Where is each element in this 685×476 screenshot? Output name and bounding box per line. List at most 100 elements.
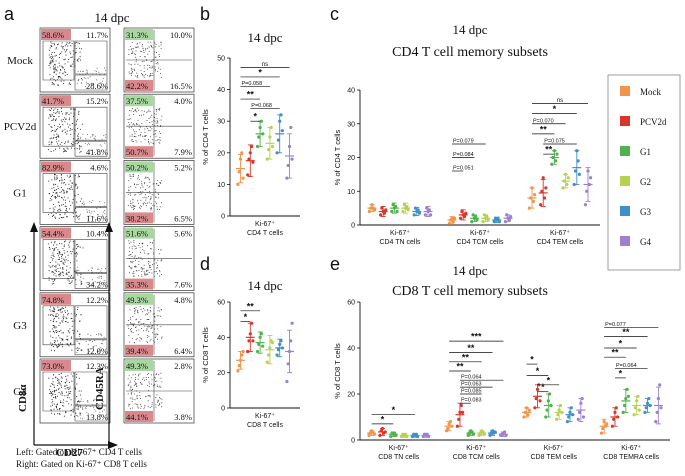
event-dot — [104, 67, 105, 69]
event-dot — [62, 268, 64, 270]
event-dot — [79, 335, 81, 337]
event-dot — [131, 323, 133, 325]
data-point — [257, 342, 261, 346]
event-dot — [129, 46, 131, 47]
event-dot — [134, 133, 136, 135]
significance-label: ** — [545, 145, 553, 155]
event-dot — [143, 135, 145, 137]
event-dot — [103, 135, 105, 136]
event-dot — [148, 140, 150, 142]
event-dot — [145, 199, 147, 201]
cd8-lr-value: 3.8% — [174, 412, 192, 422]
event-dot — [60, 210, 62, 212]
event-dot — [69, 82, 71, 84]
event-dot — [136, 385, 138, 387]
event-dot — [130, 389, 132, 391]
event-dot — [48, 193, 51, 195]
event-dot — [155, 113, 157, 115]
data-point — [571, 413, 575, 417]
event-dot — [75, 253, 77, 255]
event-dot — [133, 68, 135, 70]
event-dot — [129, 73, 131, 75]
data-point — [567, 415, 571, 419]
event-dot — [56, 133, 58, 135]
event-dot — [72, 411, 74, 413]
event-dot — [96, 153, 98, 155]
event-dot — [102, 214, 104, 216]
event-dot — [142, 74, 144, 76]
event-dot — [147, 374, 149, 376]
event-dot — [131, 262, 133, 264]
event-dot — [50, 349, 52, 351]
event-dot — [52, 378, 54, 380]
event-dot — [48, 65, 50, 67]
event-dot — [68, 244, 70, 246]
data-point — [573, 169, 578, 173]
event-dot — [100, 343, 102, 344]
event-dot — [53, 68, 55, 70]
event-dot — [79, 145, 80, 147]
data-point — [577, 410, 582, 414]
event-dot — [147, 385, 149, 386]
data-point — [448, 420, 453, 424]
event-dot — [90, 149, 92, 151]
event-dot — [157, 404, 159, 406]
legend-label: G2 — [640, 177, 651, 187]
event-dot — [62, 48, 64, 50]
event-dot — [70, 108, 72, 110]
event-dot — [147, 377, 149, 378]
event-dot — [146, 112, 148, 114]
event-dot — [48, 109, 50, 111]
event-dot — [55, 120, 57, 122]
event-dot — [59, 179, 61, 181]
event-dot — [160, 76, 162, 78]
event-dot — [104, 202, 106, 204]
event-dot — [55, 197, 57, 199]
event-dot — [58, 335, 60, 337]
event-dot — [136, 318, 138, 320]
cd4-ul-value: 73.0% — [42, 361, 64, 371]
event-dot — [137, 406, 139, 408]
event-dot — [139, 321, 141, 323]
event-dot — [131, 255, 133, 257]
event-dot — [155, 201, 157, 203]
event-dot — [155, 109, 157, 111]
event-dot — [53, 58, 55, 60]
event-dot — [97, 403, 99, 405]
event-dot — [134, 313, 136, 314]
event-dot — [159, 310, 161, 312]
event-dot — [66, 400, 68, 402]
event-dot — [82, 418, 83, 420]
event-dot — [50, 130, 52, 132]
event-dot — [53, 209, 55, 211]
event-dot — [150, 141, 152, 143]
event-dot — [134, 108, 136, 110]
event-dot — [59, 72, 61, 74]
legend-label: G3 — [640, 207, 651, 217]
event-dot — [128, 190, 130, 192]
event-dot — [151, 72, 153, 74]
event-dot — [59, 310, 61, 312]
event-dot — [60, 177, 62, 179]
event-dot — [80, 390, 82, 392]
event-dot — [63, 314, 65, 316]
event-dot — [145, 135, 147, 136]
event-dot — [156, 380, 158, 382]
data-point — [405, 434, 409, 439]
event-dot — [158, 56, 160, 57]
event-dot — [71, 43, 73, 45]
event-dot — [78, 110, 80, 113]
data-point — [276, 348, 280, 352]
event-dot — [160, 377, 162, 379]
event-dot — [66, 112, 68, 114]
significance-label: ** — [467, 343, 475, 353]
event-dot — [138, 175, 140, 177]
event-dot — [86, 144, 88, 146]
data-point — [401, 209, 405, 214]
event-dot — [141, 114, 142, 116]
event-dot — [61, 253, 64, 255]
data-point — [541, 176, 545, 180]
event-dot — [134, 311, 136, 313]
event-dot — [58, 57, 60, 59]
